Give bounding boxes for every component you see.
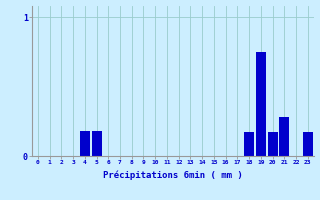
Bar [244,132,254,156]
Bar [303,132,313,156]
X-axis label: Précipitations 6min ( mm ): Précipitations 6min ( mm ) [103,171,243,180]
Bar [268,132,277,156]
Bar [80,131,90,156]
Bar [256,52,266,156]
Bar [279,117,289,156]
Bar [92,131,101,156]
